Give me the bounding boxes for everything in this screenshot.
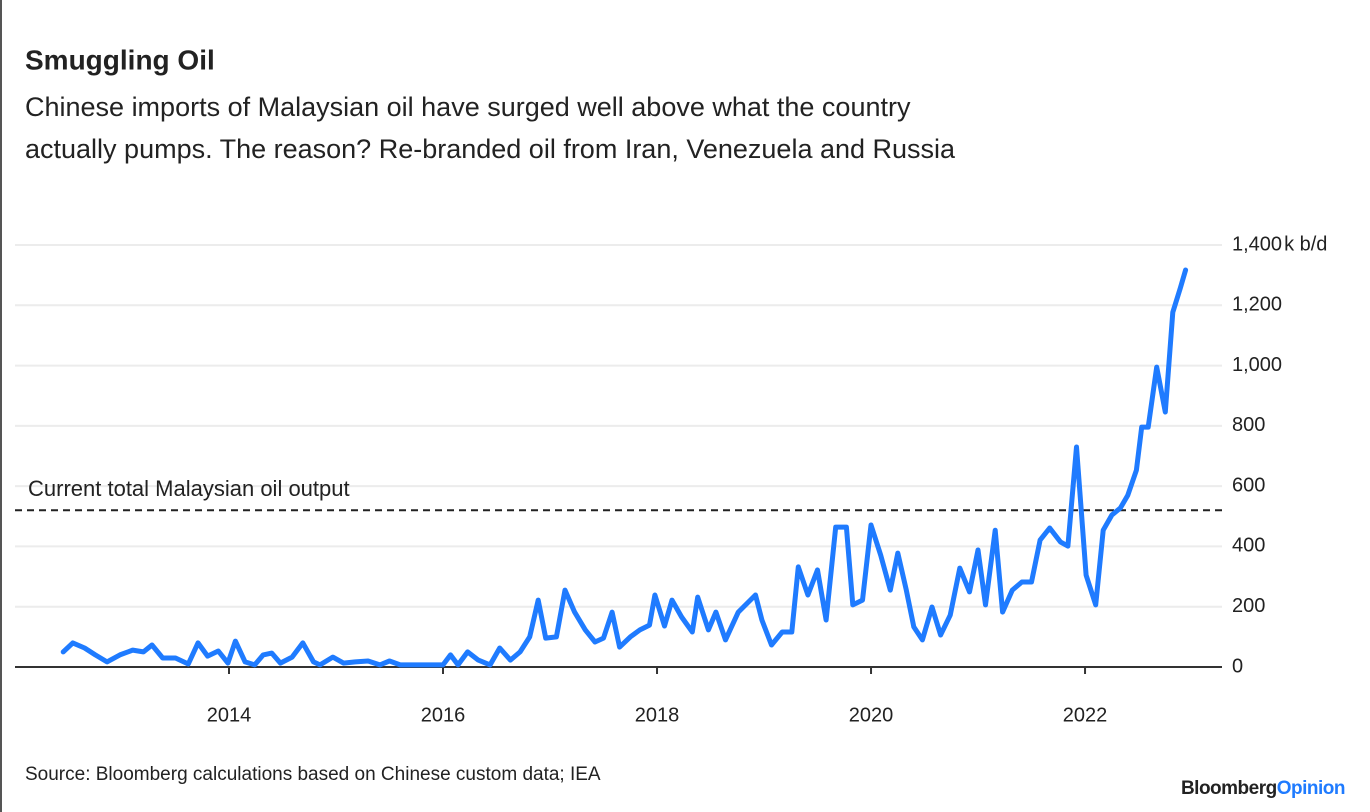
- x-tick-label: 2018: [635, 704, 680, 726]
- chart-title: Smuggling Oil: [25, 44, 215, 75]
- brand-suffix: Opinion: [1277, 778, 1345, 799]
- x-tick-label: 2022: [1063, 704, 1108, 726]
- y-tick-label: 600: [1232, 474, 1265, 496]
- y-tick-label: 1,000: [1232, 354, 1282, 376]
- source-note: Source: Bloomberg calculations based on …: [25, 764, 601, 785]
- y-tick-label: 1,200: [1232, 294, 1282, 316]
- y-axis-unit: k b/d: [1284, 233, 1327, 255]
- brand-name: Bloomberg: [1181, 778, 1277, 799]
- reference-label: Current total Malaysian oil output: [28, 476, 350, 501]
- y-tick-label: 800: [1232, 414, 1265, 436]
- x-tick-label: 2016: [421, 704, 466, 726]
- brand-logo: BloombergOpinion: [1181, 778, 1345, 799]
- y-tick-label: 0: [1232, 655, 1243, 677]
- x-tick-label: 2020: [849, 704, 894, 726]
- x-tick-label: 2014: [207, 704, 252, 726]
- chart-subtitle: actually pumps. The reason? Re-branded o…: [25, 134, 956, 164]
- data-line: [60, 267, 1189, 668]
- y-tick-label: 1,400: [1232, 233, 1282, 255]
- y-tick-label: 400: [1232, 535, 1265, 557]
- y-tick-label: 200: [1232, 595, 1265, 617]
- chart-subtitle: Chinese imports of Malaysian oil have su…: [25, 92, 911, 122]
